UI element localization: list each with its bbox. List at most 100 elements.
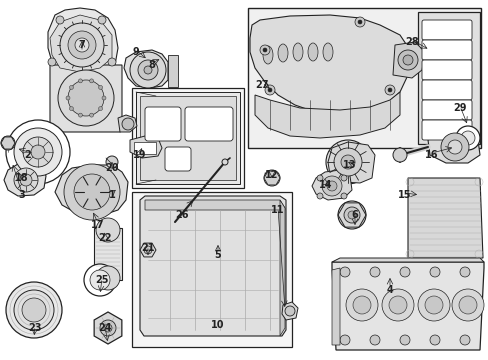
Polygon shape — [264, 171, 280, 185]
Polygon shape — [50, 15, 112, 72]
Circle shape — [384, 85, 394, 95]
Polygon shape — [55, 165, 128, 216]
Circle shape — [337, 201, 365, 229]
Circle shape — [333, 148, 361, 176]
Circle shape — [22, 298, 46, 322]
Circle shape — [321, 176, 341, 196]
Polygon shape — [124, 50, 168, 88]
Circle shape — [399, 267, 409, 277]
Text: 4: 4 — [386, 285, 392, 295]
Circle shape — [122, 118, 134, 130]
Circle shape — [75, 38, 89, 52]
Circle shape — [339, 335, 349, 345]
Circle shape — [20, 174, 32, 186]
Circle shape — [264, 170, 280, 186]
Polygon shape — [311, 170, 351, 200]
Circle shape — [447, 140, 461, 154]
Text: 7: 7 — [79, 40, 85, 50]
Circle shape — [369, 267, 379, 277]
Text: 1: 1 — [108, 190, 115, 200]
Text: 17: 17 — [91, 220, 104, 230]
Circle shape — [417, 289, 449, 321]
Text: 18: 18 — [15, 173, 29, 183]
Circle shape — [392, 148, 406, 162]
Circle shape — [369, 335, 379, 345]
Polygon shape — [118, 115, 137, 132]
Circle shape — [58, 70, 114, 126]
Text: 23: 23 — [28, 323, 41, 333]
Circle shape — [429, 335, 439, 345]
Circle shape — [387, 88, 391, 92]
Bar — [247, 8, 480, 148]
Text: 20: 20 — [105, 163, 119, 173]
Text: 13: 13 — [343, 160, 356, 170]
Circle shape — [102, 96, 106, 100]
Ellipse shape — [292, 43, 303, 61]
Circle shape — [397, 50, 417, 70]
Text: 14: 14 — [319, 180, 332, 190]
Circle shape — [60, 23, 104, 67]
Circle shape — [90, 270, 110, 290]
Circle shape — [347, 211, 355, 219]
Circle shape — [429, 267, 439, 277]
FancyBboxPatch shape — [421, 100, 471, 120]
Text: 19: 19 — [133, 150, 146, 160]
Text: 25: 25 — [95, 275, 108, 285]
Circle shape — [222, 159, 227, 165]
Bar — [417, 12, 479, 144]
Polygon shape — [331, 262, 483, 350]
Circle shape — [267, 88, 271, 92]
Circle shape — [48, 58, 56, 66]
Circle shape — [285, 306, 294, 316]
Circle shape — [264, 85, 274, 95]
Circle shape — [106, 156, 118, 168]
Ellipse shape — [278, 44, 287, 62]
Circle shape — [6, 120, 70, 184]
Circle shape — [357, 20, 361, 24]
Polygon shape — [94, 312, 122, 344]
Circle shape — [346, 289, 377, 321]
Circle shape — [14, 168, 38, 192]
Polygon shape — [427, 132, 479, 163]
Circle shape — [325, 140, 369, 184]
Circle shape — [68, 31, 96, 59]
Text: 6: 6 — [351, 210, 358, 220]
Circle shape — [316, 175, 323, 181]
Polygon shape — [140, 243, 156, 257]
Circle shape — [340, 155, 354, 169]
Circle shape — [402, 55, 412, 65]
Circle shape — [354, 17, 364, 27]
Circle shape — [108, 58, 116, 66]
Circle shape — [78, 79, 82, 83]
Circle shape — [343, 207, 359, 223]
Circle shape — [23, 137, 53, 167]
Circle shape — [98, 16, 106, 24]
Text: 29: 29 — [452, 103, 466, 113]
FancyBboxPatch shape — [145, 107, 181, 141]
Circle shape — [89, 113, 93, 117]
Polygon shape — [331, 268, 339, 345]
Circle shape — [340, 193, 346, 199]
Circle shape — [14, 290, 54, 330]
Circle shape — [68, 80, 104, 116]
Bar — [134, 142, 156, 154]
Polygon shape — [331, 258, 483, 262]
Polygon shape — [254, 92, 399, 138]
Text: 24: 24 — [98, 323, 112, 333]
Circle shape — [460, 131, 474, 145]
Polygon shape — [4, 162, 46, 196]
Polygon shape — [48, 8, 118, 80]
Circle shape — [96, 218, 120, 242]
Text: 26: 26 — [175, 210, 188, 220]
Polygon shape — [407, 178, 482, 258]
Circle shape — [143, 66, 152, 74]
Polygon shape — [50, 65, 122, 132]
Text: 21: 21 — [141, 243, 154, 253]
Circle shape — [74, 174, 110, 210]
Text: 11: 11 — [271, 205, 284, 215]
Polygon shape — [327, 142, 374, 183]
Text: 27: 27 — [255, 80, 268, 90]
Circle shape — [69, 85, 73, 89]
Circle shape — [96, 266, 120, 290]
Bar — [168, 55, 178, 87]
